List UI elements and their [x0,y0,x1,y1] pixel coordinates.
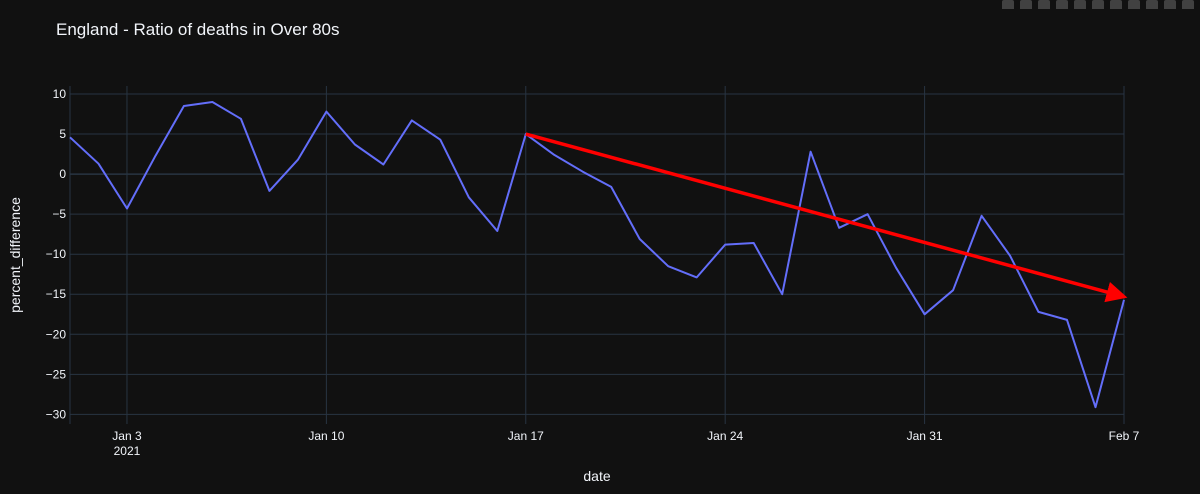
series-line [69,101,1125,409]
data-point [354,143,356,145]
data-point [69,136,71,138]
x-tick-label: Jan 10 [308,429,344,443]
data-point [439,139,441,141]
y-tick-label: −25 [46,367,67,381]
x-tick-label: Jan 24 [707,429,743,443]
x-tick-label: Jan 3 [112,429,142,443]
data-point [724,244,726,246]
data-point [810,151,812,153]
data-point [753,242,755,244]
data-point [382,163,384,165]
x-tick-label: Jan 17 [508,429,544,443]
data-point [667,265,669,267]
home-icon[interactable] [1110,0,1122,9]
spike-lines-icon[interactable] [1128,0,1140,9]
y-tick-label: 0 [59,167,66,181]
data-point [781,293,783,295]
y-tick-label: 5 [59,127,66,141]
data-point [411,119,413,121]
autoscale-icon[interactable] [1092,0,1104,9]
data-point [211,101,213,103]
data-point [240,118,242,120]
y-tick-label: −30 [46,407,67,421]
camera-icon[interactable] [1002,0,1014,9]
zoom-out-icon[interactable] [1074,0,1086,9]
data-point [867,213,869,215]
data-point [838,227,840,229]
y-tick-label: −10 [46,247,67,261]
data-point [895,267,897,269]
data-point [952,289,954,291]
plotly-logo-icon[interactable] [1182,0,1194,9]
data-point [1038,311,1040,313]
x-tick-label: Jan 31 [907,429,943,443]
y-tick-label: −15 [46,287,67,301]
data-point [610,186,612,188]
series [69,101,1125,409]
annotations [525,132,1128,303]
data-point [268,190,270,192]
y-tick-label: 10 [53,87,67,101]
pan-icon[interactable] [1038,0,1050,9]
hover-compare-icon[interactable] [1164,0,1176,9]
zoom-in-icon[interactable] [1056,0,1068,9]
zoom-icon[interactable] [1020,0,1032,9]
data-point [126,208,128,210]
data-point [639,238,641,240]
data-point [553,154,555,156]
data-point [297,159,299,161]
hover-closest-icon[interactable] [1146,0,1158,9]
data-point [696,276,698,278]
data-point [183,105,185,107]
modebar [1002,0,1194,10]
data-point [97,163,99,165]
data-point [154,155,156,157]
x-axis-label: date [583,468,610,484]
y-tick-label: −20 [46,327,67,341]
y-axis-label: percent_difference [7,197,23,313]
y-tick-label: −5 [52,207,66,221]
data-point [582,171,584,173]
data-point [981,215,983,217]
x-tick-sublabel: 2021 [114,444,141,458]
trend-arrow [525,132,1128,303]
data-point [1123,299,1125,301]
data-point [1009,255,1011,257]
data-point [325,111,327,113]
data-point [468,196,470,198]
x-tick-label: Feb 7 [1109,429,1140,443]
data-point [924,313,926,315]
data-point [1066,319,1068,321]
data-point [496,230,498,232]
chart-title: England - Ratio of deaths in Over 80s [56,20,340,39]
data-point [1095,406,1097,408]
